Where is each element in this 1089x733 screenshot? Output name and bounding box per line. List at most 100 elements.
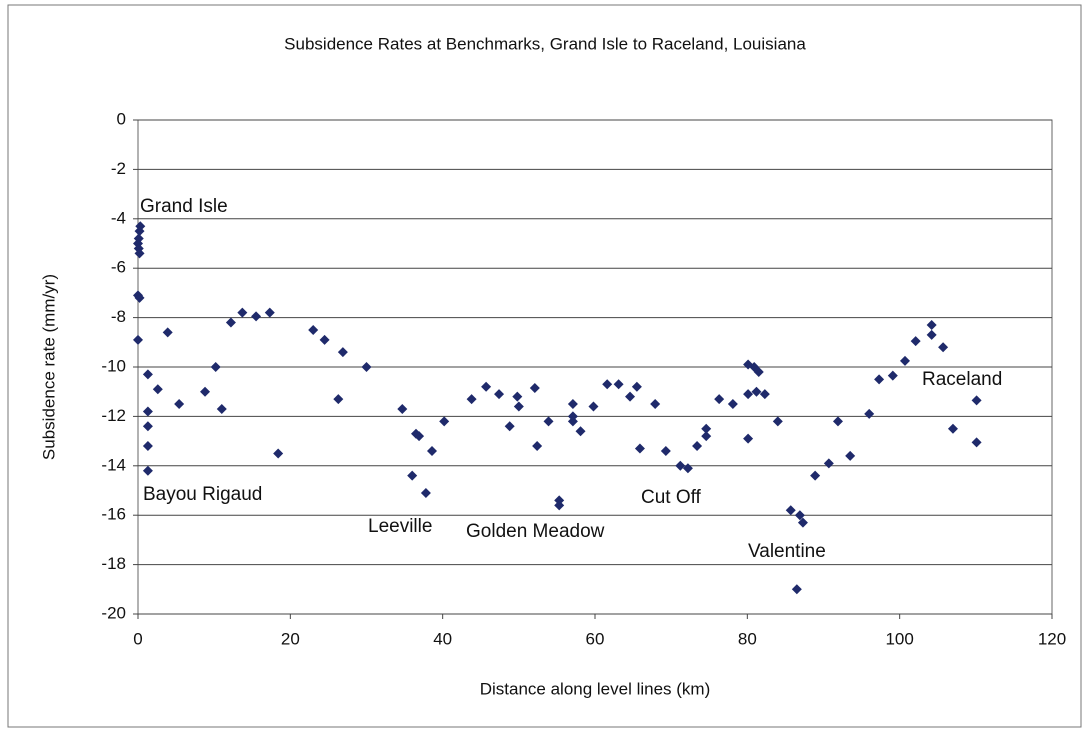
- data-point: [567, 416, 578, 427]
- data-point: [650, 399, 661, 410]
- data-point: [210, 362, 221, 372]
- y-tick-label: -8: [111, 307, 126, 326]
- y-tick-label: -16: [101, 505, 126, 524]
- annotation: Bayou Rigaud: [143, 484, 262, 505]
- data-point: [692, 441, 703, 452]
- data-point: [810, 470, 821, 481]
- data-point: [971, 395, 982, 406]
- data-point: [142, 421, 153, 432]
- annotation: Grand Isle: [140, 196, 228, 217]
- annotation: Cut Off: [641, 487, 702, 508]
- y-tick-label: -18: [101, 554, 126, 573]
- y-tick-label: -4: [111, 208, 126, 227]
- data-point: [407, 470, 418, 481]
- x-tick-label: 80: [738, 629, 757, 648]
- data-point: [162, 327, 173, 338]
- data-point: [714, 394, 725, 405]
- data-point: [414, 431, 425, 442]
- data-point: [134, 292, 145, 303]
- data-point: [427, 445, 438, 456]
- data-point: [602, 379, 613, 390]
- data-point: [701, 423, 712, 434]
- data-point: [567, 399, 578, 410]
- y-tick-label: -10: [101, 356, 126, 375]
- data-point: [273, 448, 284, 459]
- data-point: [631, 381, 642, 392]
- y-tick-label: -2: [111, 159, 126, 178]
- data-point: [926, 329, 937, 340]
- y-tick-label: 0: [117, 109, 126, 128]
- data-point: [613, 379, 624, 390]
- data-point: [751, 386, 762, 397]
- data-point: [797, 517, 808, 528]
- data-point: [529, 382, 540, 393]
- annotation: Valentine: [748, 541, 826, 562]
- data-point: [439, 416, 450, 427]
- data-point: [791, 584, 802, 595]
- y-tick-label: -6: [111, 258, 126, 277]
- data-point: [743, 389, 754, 400]
- data-point: [133, 334, 143, 345]
- data-point: [237, 307, 248, 318]
- data-point: [494, 389, 505, 400]
- data-point: [308, 324, 319, 335]
- annotation: Leeville: [368, 516, 432, 537]
- x-tick-label: 20: [281, 629, 300, 648]
- data-point: [264, 307, 275, 318]
- data-point: [397, 403, 408, 414]
- data-point: [675, 460, 686, 471]
- data-point: [743, 433, 754, 444]
- data-point: [634, 443, 645, 454]
- data-point: [142, 406, 153, 417]
- data-point: [225, 317, 236, 328]
- data-point: [625, 391, 636, 402]
- data-point: [926, 320, 937, 331]
- x-tick-label: 100: [885, 629, 913, 648]
- x-tick-label: 0: [133, 629, 142, 648]
- data-point: [319, 334, 330, 345]
- data-point: [845, 450, 856, 461]
- data-point: [504, 421, 515, 432]
- data-point: [753, 366, 764, 377]
- data-point: [216, 403, 227, 414]
- data-point: [142, 369, 153, 380]
- data-point: [466, 394, 477, 405]
- data-point: [361, 362, 372, 372]
- data-point: [554, 500, 565, 511]
- annotation: Raceland: [922, 369, 1002, 390]
- data-point: [794, 510, 805, 521]
- data-point: [899, 355, 910, 366]
- data-point: [588, 401, 599, 412]
- y-tick-label: -12: [101, 406, 126, 425]
- data-point: [947, 423, 958, 434]
- data-point: [513, 401, 524, 412]
- data-point: [532, 441, 543, 452]
- data-point: [142, 441, 153, 452]
- data-point: [823, 458, 834, 469]
- chart-title: Subsidence Rates at Benchmarks, Grand Is…: [284, 34, 806, 53]
- data-point: [481, 381, 492, 392]
- data-point: [727, 399, 738, 410]
- x-axis-label: Distance along level lines (km): [480, 679, 711, 698]
- data-point: [333, 394, 344, 405]
- data-point: [200, 386, 211, 397]
- data-point: [682, 463, 693, 474]
- y-axis-label: Subsidence rate (mm/yr): [39, 274, 58, 460]
- data-point: [337, 347, 348, 358]
- data-point: [134, 248, 145, 259]
- data-point: [785, 505, 796, 516]
- data-point: [701, 431, 712, 442]
- data-point: [660, 445, 671, 456]
- data-point: [874, 374, 885, 385]
- x-tick-label: 60: [586, 629, 605, 648]
- data-point: [134, 226, 145, 237]
- y-tick-label: -20: [101, 603, 126, 622]
- data-point: [759, 389, 770, 400]
- data-point: [512, 391, 523, 402]
- data-point: [832, 416, 843, 427]
- data-point: [910, 336, 921, 347]
- data-point: [142, 465, 153, 476]
- data-point: [971, 437, 982, 448]
- x-tick-label: 120: [1038, 629, 1066, 648]
